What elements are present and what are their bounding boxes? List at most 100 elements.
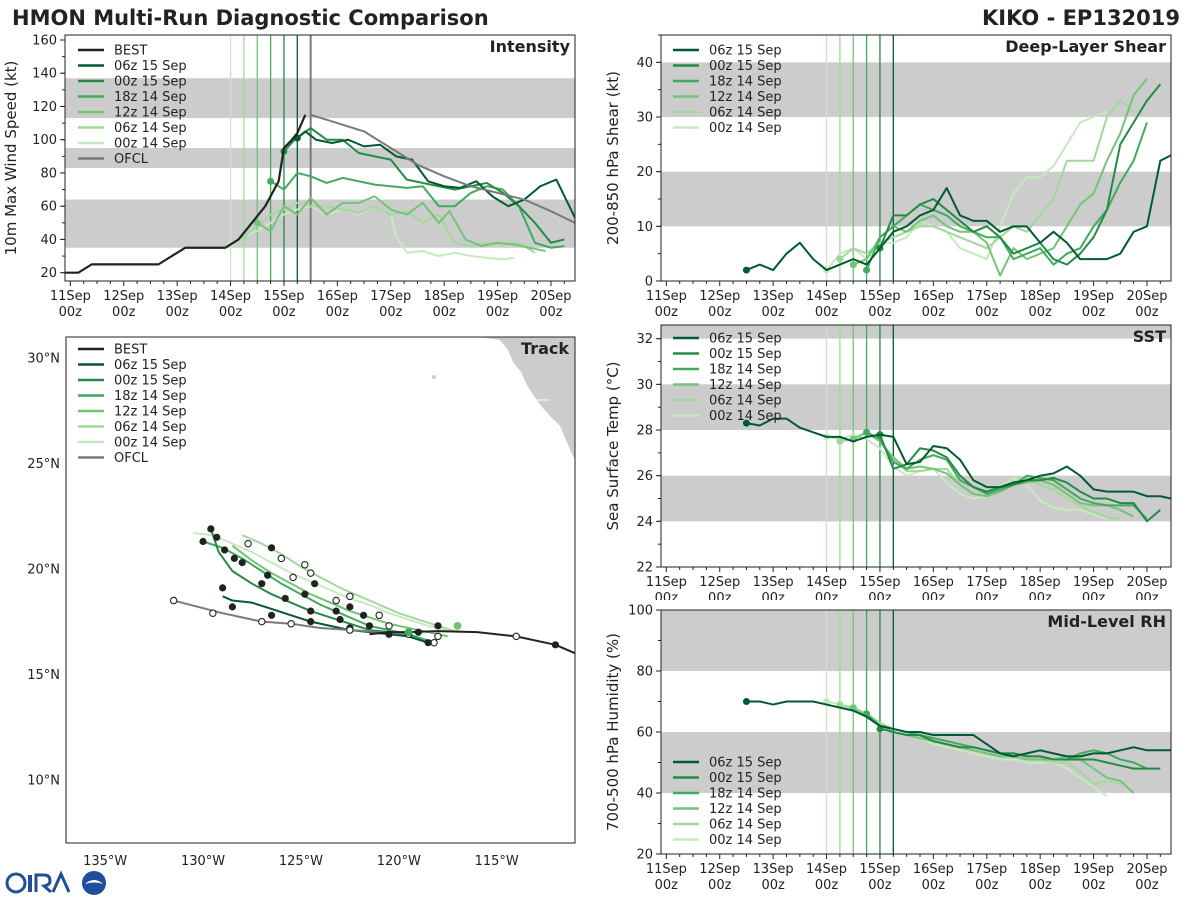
intensity-ytick-label: 160	[32, 33, 57, 48]
shear-init-marker	[863, 266, 871, 274]
sst-xtick-day: 18Sep	[1020, 575, 1061, 590]
intensity-xtick-day: 14Sep	[210, 289, 251, 304]
shear-xtick-hour: 00z	[975, 305, 999, 320]
track-xtick-label: 120°W	[377, 854, 421, 869]
intensity-line-best	[65, 114, 307, 274]
land-baja-california	[478, 337, 575, 460]
track-position-marker	[228, 603, 237, 611]
intensity-xtick-hour: 00z	[379, 305, 403, 320]
shear-legend-label: 18z 14 Sep	[709, 75, 782, 90]
intensity-xtick-day: 18Sep	[424, 289, 465, 304]
shear-legend-label: 06z 14 Sep	[709, 106, 782, 121]
sst-legend-label: 12z 14 Sep	[709, 378, 782, 393]
intensity-legend-label: 06z 15 Sep	[114, 59, 187, 74]
rh-xtick-hour: 00z	[1135, 878, 1159, 893]
track-position-marker	[385, 630, 393, 638]
sst-frame	[660, 324, 1172, 568]
rh-xtick-day: 14Sep	[806, 862, 847, 877]
sst-line-18z-14-sep	[866, 431, 1148, 520]
sst-xtick-day: 17Sep	[966, 575, 1007, 590]
track-position-marker-open	[332, 596, 340, 605]
track-ytick-label: 30°N	[27, 352, 60, 367]
sst-chart: 22242628303211Sep00z12Sep00z13Sep00z14Se…	[604, 324, 1172, 600]
track-line-06z-14-sep	[241, 534, 458, 634]
shear-xtick-hour: 00z	[922, 305, 946, 320]
sst-init-marker	[836, 437, 844, 445]
sst-xtick-day: 13Sep	[753, 575, 794, 590]
track-line-best	[369, 630, 575, 655]
rh-legend-label: 00z 15 Sep	[709, 771, 782, 786]
sst-legend-label: 06z 15 Sep	[709, 332, 782, 347]
intensity-xtick-day: 16Sep	[317, 289, 358, 304]
sst-ytick-label: 22	[636, 561, 653, 576]
track-ytick-label: 20°N	[27, 562, 60, 577]
sst-legend-label: 18z 14 Sep	[709, 363, 782, 378]
sst-band	[661, 475, 1171, 522]
shear-line-12z-14-sep	[852, 78, 1148, 277]
sst-ytick-label: 32	[636, 332, 653, 347]
sst-ylabel: Sea Surface Temp (°C)	[604, 361, 622, 530]
track-position-marker-open	[209, 609, 217, 617]
intensity-band	[65, 148, 575, 168]
intensity-legend-label: 12z 14 Sep	[114, 106, 187, 121]
logo-seal-wave	[85, 880, 103, 884]
sst-xtick-hour: 00z	[1028, 591, 1052, 600]
intensity-xtick-day: 13Sep	[157, 289, 198, 304]
track-position-marker	[213, 533, 221, 541]
track-position-marker	[258, 580, 266, 588]
track-position-marker	[219, 584, 227, 592]
rh-legend-label: 12z 14 Sep	[709, 802, 782, 817]
island	[432, 375, 436, 379]
rh-xtick-day: 15Sep	[859, 862, 900, 877]
sst-xtick-hour: 00z	[1135, 591, 1159, 600]
shear-line-06z-14-sep	[839, 99, 1135, 260]
rh-xtick-hour: 00z	[815, 878, 839, 893]
track-line-ofcl	[173, 599, 409, 636]
rh-xtick-day: 19Sep	[1073, 862, 1114, 877]
intensity-xtick-hour: 00z	[112, 305, 136, 320]
intensity-band	[65, 78, 575, 119]
rh-ytick-label: 60	[636, 726, 653, 741]
shear-xtick-hour: 00z	[1082, 305, 1106, 320]
track-position-marker-open	[244, 539, 252, 548]
track-line-18z-14-sep	[202, 540, 429, 642]
track-position-marker	[207, 525, 215, 533]
rh-xtick-day: 20Sep	[1126, 862, 1167, 877]
shear-xtick-day: 14Sep	[806, 289, 847, 304]
sst-legend-label: 06z 14 Sep	[709, 394, 782, 409]
sst-xtick-day: 15Sep	[859, 575, 900, 590]
track-xtick-label: 115°W	[475, 854, 519, 869]
intensity-xtick-hour: 00z	[165, 305, 189, 320]
track-position-marker	[307, 607, 315, 615]
rh-ytick-label: 40	[636, 787, 653, 802]
intensity-xtick-hour: 00z	[326, 305, 350, 320]
rh-plot-area	[661, 610, 1171, 854]
intensity-chart: 2040608010012014016011Sep00z12Sep00z13Se…	[2, 33, 576, 320]
shear-xtick-day: 16Sep	[913, 289, 954, 304]
rh-ytick-label: 20	[636, 848, 653, 863]
logo-seal	[82, 871, 106, 895]
shear-band	[661, 62, 1171, 117]
intensity-line-ofcl	[310, 113, 575, 224]
shear-xtick-day: 11Sep	[646, 289, 687, 304]
shear-xtick-day: 20Sep	[1126, 289, 1167, 304]
intensity-xtick-hour: 00z	[219, 305, 243, 320]
track-position-marker	[346, 603, 354, 611]
shear-xtick-hour: 00z	[1135, 305, 1159, 320]
track-position-marker	[281, 594, 289, 603]
track-position-marker-open	[346, 592, 354, 601]
shear-xtick-day: 12Sep	[699, 289, 740, 304]
sst-xtick-day: 14Sep	[806, 575, 847, 590]
intensity-legend-label: 06z 14 Sep	[114, 121, 187, 136]
rh-xtick-day: 17Sep	[966, 862, 1007, 877]
sst-xtick-day: 20Sep	[1126, 575, 1167, 590]
sst-xtick-hour: 00z	[975, 591, 999, 600]
sst-xtick-hour: 00z	[761, 591, 785, 600]
rh-xtick-hour: 00z	[1082, 878, 1106, 893]
shear-ytick-label: 20	[636, 165, 653, 180]
shear-init-marker	[742, 266, 750, 274]
shear-xtick-hour: 00z	[1028, 305, 1052, 320]
sst-xtick-day: 12Sep	[699, 575, 740, 590]
sst-init-marker	[863, 428, 871, 436]
track-ytick-label: 25°N	[27, 457, 60, 472]
